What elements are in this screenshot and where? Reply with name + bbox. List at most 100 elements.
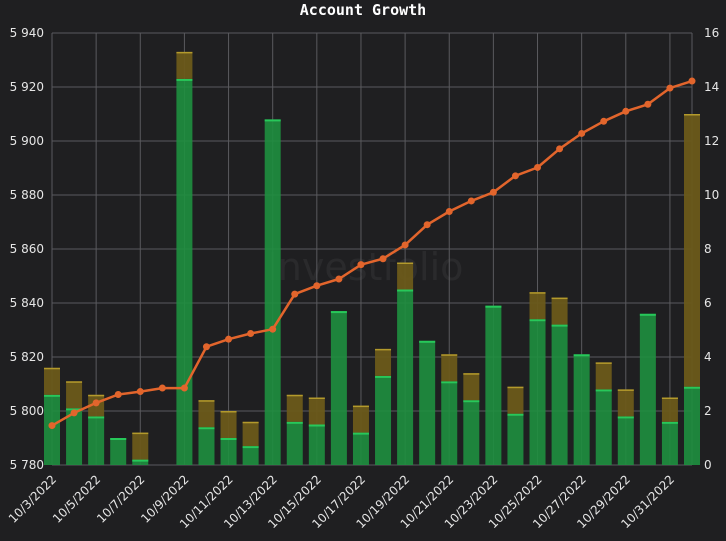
green-bar-8: [220, 438, 237, 465]
green-bar-7: [198, 427, 215, 465]
olive-bar-19: [463, 373, 480, 401]
green-bar-top-19: [463, 400, 480, 403]
green-bar-top-13: [330, 311, 347, 314]
balance-point-27: [644, 100, 652, 108]
green-bar-top-22: [529, 319, 546, 322]
olive-bar-25: [595, 362, 612, 390]
green-bar-top-28: [661, 421, 678, 424]
green-bar-25: [595, 389, 612, 465]
balance-point-24: [578, 129, 586, 137]
olive-bar-top-14: [352, 405, 369, 408]
green-bar-12: [308, 424, 325, 465]
green-bar-top-4: [132, 459, 149, 462]
olive-bar-top-4: [132, 432, 149, 435]
green-bar-19: [463, 400, 480, 465]
green-bar-top-25: [595, 389, 612, 392]
balance-point-5: [158, 384, 166, 392]
balance-point-7: [202, 343, 210, 351]
olive-bar-23: [551, 297, 568, 325]
right-tick-label-4: 8: [704, 242, 712, 256]
left-tick-label-7: 5 920: [10, 80, 44, 94]
green-bar-top-11: [286, 421, 303, 424]
green-bar-top-3: [110, 438, 127, 440]
olive-bar-top-19: [463, 373, 480, 375]
green-bar-1: [66, 408, 83, 465]
green-bar-top-17: [419, 340, 436, 343]
balance-point-17: [423, 221, 431, 229]
green-bar-21: [507, 413, 524, 465]
green-bar-6: [176, 78, 193, 466]
green-bar-top-1: [66, 408, 83, 411]
balance-point-23: [556, 145, 564, 153]
balance-point-4: [136, 388, 144, 396]
green-bar-3: [110, 438, 127, 465]
green-bar-top-2: [88, 416, 105, 419]
green-bar-4: [132, 459, 149, 465]
balance-point-25: [600, 117, 608, 125]
green-bar-top-15: [375, 375, 392, 378]
green-bar-28: [661, 421, 678, 465]
olive-bar-0: [44, 367, 60, 395]
right-tick-label-7: 14: [704, 80, 719, 94]
balance-point-3: [114, 391, 122, 399]
green-bar-18: [441, 381, 458, 465]
left-tick-label-0: 5 780: [10, 458, 44, 472]
green-bar-top-24: [573, 354, 590, 357]
balance-point-0: [48, 422, 56, 430]
right-tick-label-2: 4: [704, 350, 712, 364]
left-tick-label-1: 5 800: [10, 404, 44, 418]
olive-bar-21: [507, 386, 524, 414]
olive-bar-8: [220, 411, 237, 438]
green-bar-top-29: [684, 386, 700, 389]
balance-point-14: [357, 261, 365, 269]
green-bar-2: [88, 416, 105, 465]
balance-point-19: [467, 197, 475, 205]
olive-bar-4: [132, 432, 149, 460]
right-tick-label-0: 0: [704, 458, 712, 472]
green-bar-29: [684, 386, 700, 465]
watermark: Investfolio: [267, 245, 464, 289]
left-tick-label-6: 5 900: [10, 134, 44, 148]
balance-point-9: [247, 330, 255, 338]
left-y-axis: 5 780 5 800 5 820 5 840 5 860 5 880 5 900 5 920…: [10, 26, 44, 472]
olive-bar-top-0: [44, 367, 60, 370]
green-bar-9: [242, 446, 259, 465]
green-bar-top-14: [352, 432, 369, 435]
olive-bar-29: [684, 114, 700, 387]
green-bar-11: [286, 421, 303, 465]
right-tick-label-1: 2: [704, 404, 712, 418]
left-tick-label-5: 5 880: [10, 188, 44, 202]
left-tick-label-8: 5 940: [10, 26, 44, 40]
balance-point-29: [688, 77, 696, 85]
balance-point-1: [70, 409, 78, 417]
green-bar-top-16: [397, 289, 414, 292]
green-bar-top-12: [308, 424, 325, 427]
olive-bar-top-6: [176, 51, 193, 54]
left-tick-label-2: 5 820: [10, 350, 44, 364]
green-bar-top-23: [551, 324, 568, 327]
green-bar-23: [551, 324, 568, 465]
olive-bar-top-1: [66, 381, 83, 383]
olive-bar-top-9: [242, 421, 259, 424]
balance-point-18: [445, 207, 453, 215]
right-tick-label-6: 12: [704, 134, 719, 148]
balance-point-20: [489, 188, 497, 196]
green-bar-top-10: [264, 119, 281, 122]
balance-point-12: [313, 282, 321, 290]
green-bar-22: [529, 319, 546, 465]
olive-bar-top-22: [529, 292, 546, 294]
olive-bar-14: [352, 405, 369, 433]
green-bar-top-7: [198, 427, 215, 430]
green-bar-20: [485, 305, 502, 465]
green-bar-24: [573, 354, 590, 465]
balance-point-8: [225, 335, 233, 343]
right-tick-label-3: 6: [704, 296, 712, 310]
olive-bar-22: [529, 292, 546, 320]
olive-bar-26: [617, 389, 634, 417]
chart-title: Account Growth: [300, 1, 426, 19]
olive-bar-9: [242, 421, 259, 447]
olive-bar-top-21: [507, 386, 524, 389]
green-bar-0: [44, 394, 60, 465]
olive-bar-top-16: [397, 262, 414, 264]
